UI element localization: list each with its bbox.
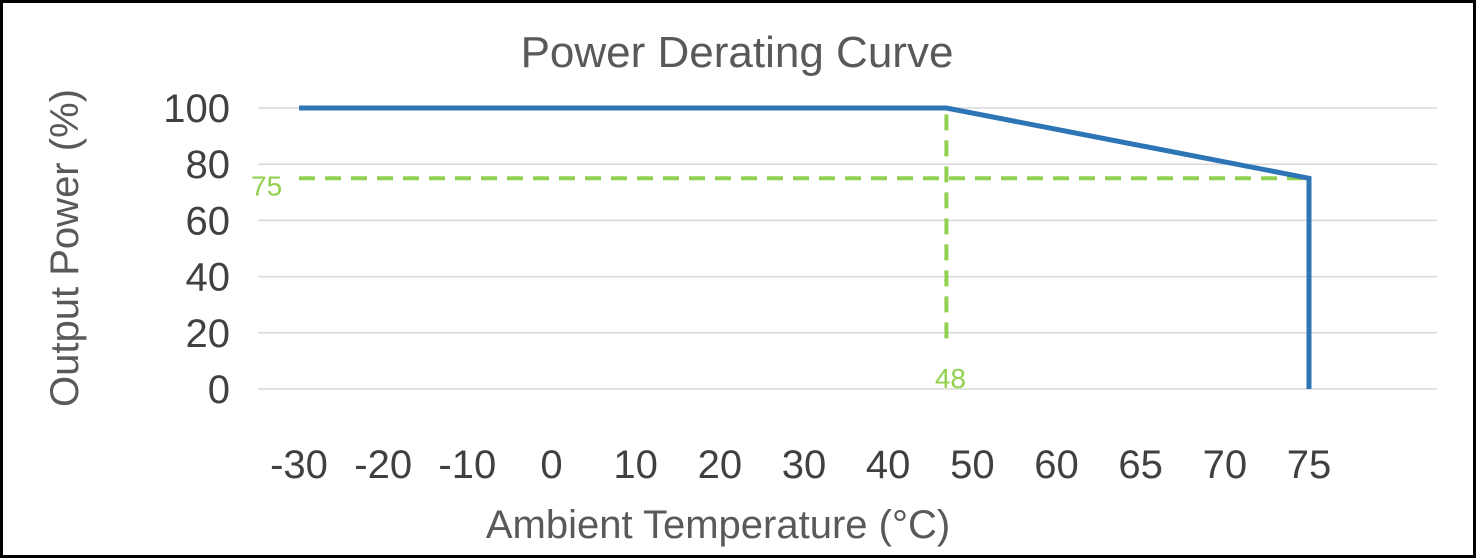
series-layer — [299, 105, 1312, 389]
y-tick-label: 100 — [163, 87, 230, 131]
x-tick-label: 10 — [613, 443, 658, 487]
x-tick-label: 20 — [698, 443, 743, 487]
x-tick-labels: -30 -20 -10 0 10 20 30 40 50 60 65 70 75 — [270, 443, 1331, 487]
chart-title: Power Derating Curve — [521, 28, 954, 77]
x-tick-label: -30 — [270, 443, 328, 487]
x-tick-label: -10 — [438, 443, 496, 487]
x-tick-label: -20 — [354, 443, 412, 487]
x-tick-label: 60 — [1034, 443, 1079, 487]
x-tick-label: 65 — [1118, 443, 1163, 487]
reference-hline-label: 75 — [251, 170, 282, 201]
x-tick-label: 0 — [540, 443, 562, 487]
x-tick-label: 40 — [866, 443, 911, 487]
y-tick-label: 80 — [186, 143, 231, 187]
x-tick-label: 30 — [782, 443, 827, 487]
annotation-layer: 75 48 — [251, 108, 1309, 394]
y-tick-labels: 0 20 40 60 80 100 — [163, 87, 230, 412]
y-axis-title: Output Power (%) — [43, 89, 87, 407]
x-tick-label: 75 — [1287, 443, 1332, 487]
x-tick-label: 50 — [950, 443, 995, 487]
x-axis-title: Ambient Temperature (°C) — [486, 503, 950, 547]
y-tick-label: 40 — [186, 256, 231, 300]
x-tick-label: 70 — [1203, 443, 1248, 487]
y-tick-label: 0 — [208, 368, 230, 412]
y-tick-label: 60 — [186, 199, 231, 243]
y-tick-label: 20 — [186, 312, 231, 356]
reference-vline-label: 48 — [935, 363, 966, 394]
derating-curve-line — [299, 105, 1312, 389]
